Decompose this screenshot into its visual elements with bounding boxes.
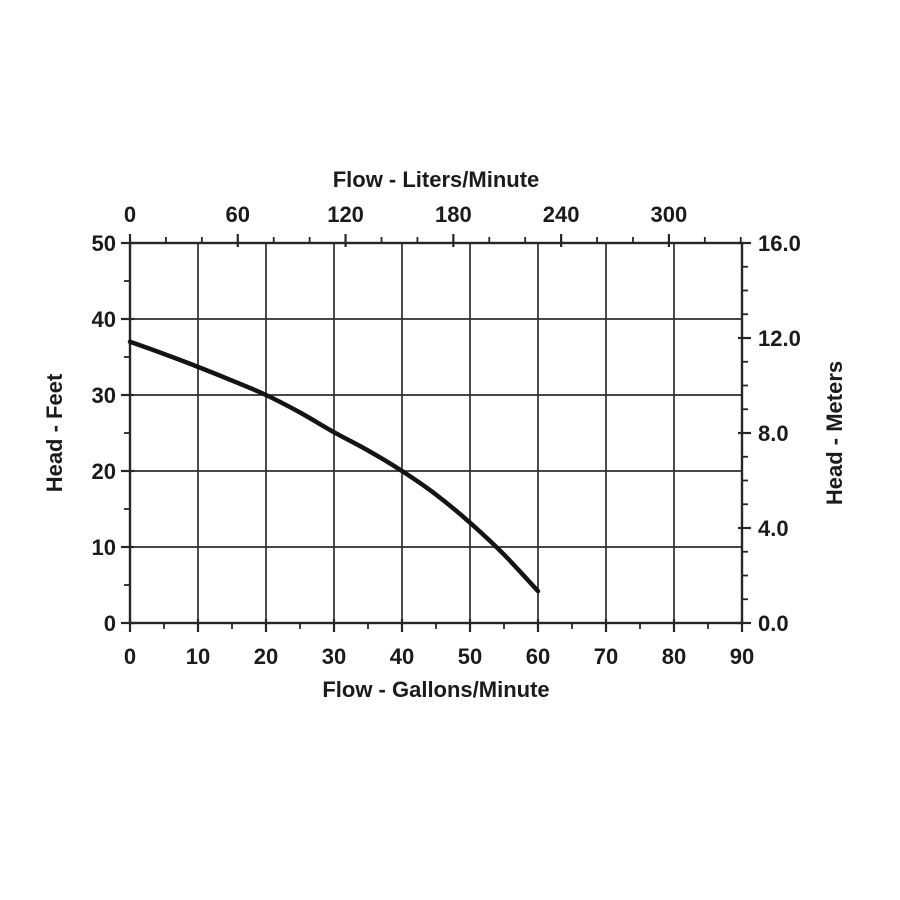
top-axis-title: Flow - Liters/Minute: [333, 167, 540, 192]
right-tick-label: 16.0: [758, 231, 801, 256]
top-tick-label: 180: [435, 202, 472, 227]
bottom-tick-label: 80: [662, 644, 686, 669]
top-tick-label: 60: [226, 202, 250, 227]
bottom-tick-label: 90: [730, 644, 754, 669]
bottom-tick-label: 40: [390, 644, 414, 669]
bottom-tick-label: 10: [186, 644, 210, 669]
bottom-tick-label: 30: [322, 644, 346, 669]
top-tick-label: 0: [124, 202, 136, 227]
right-tick-label: 8.0: [758, 421, 789, 446]
right-tick-label: 12.0: [758, 326, 801, 351]
bottom-tick-label: 50: [458, 644, 482, 669]
top-tick-label: 120: [327, 202, 364, 227]
right-tick-label: 0.0: [758, 611, 789, 636]
right-axis-title: Head - Meters: [822, 361, 847, 505]
bottom-tick-label: 70: [594, 644, 618, 669]
left-axis-title: Head - Feet: [42, 373, 67, 492]
left-tick-label: 10: [92, 535, 116, 560]
right-tick-label: 4.0: [758, 516, 789, 541]
pump-performance-curve: [127, 339, 541, 594]
top-tick-label: 240: [543, 202, 580, 227]
bottom-tick-label: 0: [124, 644, 136, 669]
left-tick-label: 0: [104, 611, 116, 636]
left-tick-label: 40: [92, 307, 116, 332]
bottom-tick-label: 20: [254, 644, 278, 669]
bottom-tick-label: 60: [526, 644, 550, 669]
left-tick-label: 20: [92, 459, 116, 484]
bottom-axis-title: Flow - Gallons/Minute: [322, 677, 549, 702]
plot-border: [128, 241, 744, 625]
left-tick-label: 50: [92, 231, 116, 256]
top-tick-label: 300: [651, 202, 688, 227]
left-tick-label: 30: [92, 383, 116, 408]
